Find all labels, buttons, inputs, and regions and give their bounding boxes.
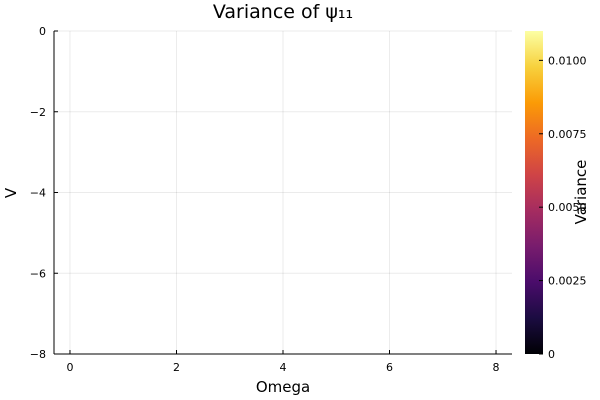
plot-area: 0 2 4 6 8 0 −2 −4 −6 −8 <box>30 25 512 374</box>
x-tick-label: 0 <box>66 361 73 374</box>
x-axis-label: Omega <box>256 378 310 396</box>
colorbar-label: Variance <box>572 160 590 225</box>
y-tick-label: −8 <box>30 348 46 361</box>
x-tick-label: 4 <box>280 361 287 374</box>
colorbar-gradient <box>525 31 543 354</box>
x-tick-label: 8 <box>493 361 500 374</box>
colorbar-tick-label: 0.0050 <box>548 201 587 214</box>
y-tick-label: −4 <box>30 187 46 200</box>
x-tick-label: 2 <box>173 361 180 374</box>
y-tick-label: −6 <box>30 267 46 280</box>
y-ticks: 0 −2 −4 −6 −8 <box>30 25 58 361</box>
colorbar-tick-label: 0.0075 <box>548 128 587 141</box>
grid-lines <box>54 30 512 355</box>
colorbar-ticks: 0 0.0025 0.0050 0.0075 0.0100 <box>539 54 587 361</box>
chart-title: Variance of ψ₁₁ <box>213 1 353 23</box>
colorbar-tick-label: 0.0100 <box>548 54 587 67</box>
colorbar-tick-label: 0 <box>548 348 555 361</box>
x-ticks: 0 2 4 6 8 <box>66 350 500 374</box>
y-axis-label: V <box>2 187 20 198</box>
colorbar: 0 0.0025 0.0050 0.0075 0.0100 Variance <box>525 31 590 361</box>
y-tick-label: 0 <box>39 25 46 38</box>
y-tick-label: −2 <box>30 106 46 119</box>
colorbar-tick-label: 0.0025 <box>548 275 587 288</box>
x-tick-label: 6 <box>386 361 393 374</box>
